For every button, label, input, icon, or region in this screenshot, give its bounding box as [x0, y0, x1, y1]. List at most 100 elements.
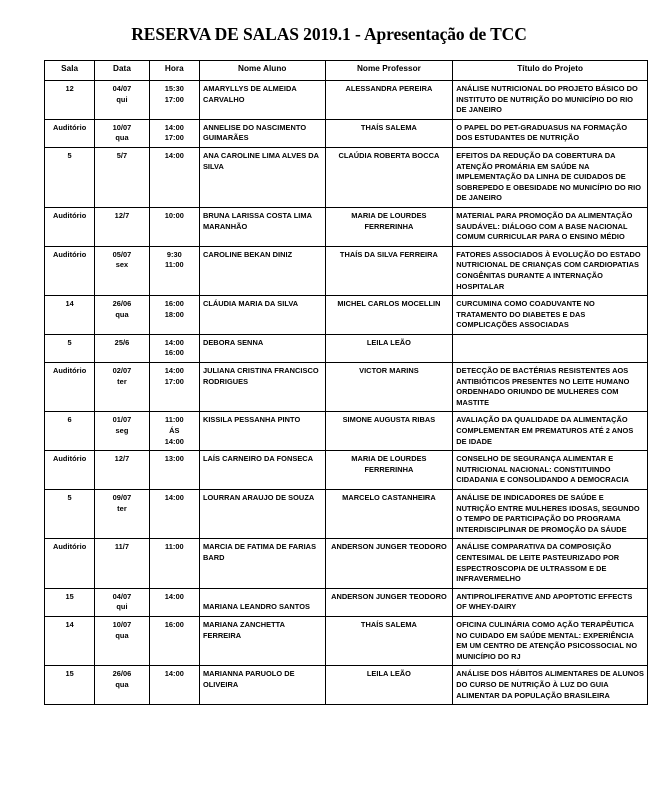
cell-line: 04/07 [112, 591, 132, 601]
cell-line: 18:00 [164, 309, 184, 319]
table-row: 15 04/07 qui 14:00 MARIANA LEANDRO SANTOS AND… [43, 587, 648, 617]
cell-data: 12/7 [94, 450, 150, 490]
cell-professor: VICTOR MARINS [324, 362, 454, 413]
cell-aluno: LAÍS CARNEIRO DA FONSECA [198, 450, 326, 490]
cell-aluno: ANNELISE DO NASCIMENTO GUIMARÃES [198, 118, 326, 148]
column-header-hora: Hora [148, 60, 200, 81]
cell-aluno: MARCIA DE FATIMA DE FARIAS BARD [198, 538, 326, 589]
cell-line: 17:00 [164, 376, 184, 386]
table-row: Auditório 12/7 10:00 BRUNA LARISSA COSTA LI… [43, 206, 648, 247]
cell-data: 10/07 qua [94, 615, 150, 667]
table-row: Auditório 05/07 sex 9:30 11:00 CAROLINE BEKAN… [43, 245, 648, 297]
table-header: Sala Data Hora Nome Aluno Nome Professor… [43, 60, 648, 81]
cell-line: 14:00 [164, 366, 184, 376]
column-header-professor: Nome Professor [324, 60, 454, 81]
cell-line: qua [115, 630, 129, 640]
cell-hora: 14:00 [148, 587, 200, 617]
cell-line: seg [115, 426, 129, 436]
cell-professor: CLAÚDIA ROBERTA BOCCA [324, 146, 454, 208]
cell-sala: 15 [43, 665, 96, 706]
cell-professor: LEILA LEÃO [324, 665, 454, 706]
cell-data: 11/7 [94, 538, 150, 589]
cell-hora: 13:00 [148, 450, 200, 490]
table-row: 5 09/07 ter 14:00 LOURRAN ARAUJO DE SOUZA MAR… [43, 488, 648, 540]
cell-professor: ALESSANDRA PEREIRA [324, 80, 454, 120]
cell-sala: 12 [43, 80, 96, 120]
cell-line: 15:30 [164, 84, 184, 93]
cell-hora: 14:00 [148, 146, 200, 208]
table-row: 14 26/06 qua 16:00 18:00 CLÁUDIA MARIA DA SIL… [43, 295, 648, 335]
cell-line: qua [115, 679, 129, 689]
cell-hora: 15:30 17:00 [148, 80, 200, 120]
cell-sala: 14 [43, 615, 96, 667]
cell-titulo: OFICINA CULINÁRIA COMO AÇÃO TERAPÊUTICA … [452, 615, 648, 667]
cell-professor: ANDERSON JUNGER TEODORO [324, 538, 454, 589]
cell-line: 02/07 [112, 366, 132, 376]
cell-hora: 11:00 ÁS 14:00 [148, 411, 200, 452]
column-header-data: Data [94, 60, 150, 81]
cell-line: qui [116, 94, 128, 104]
cell-titulo: ANÁLISE DE INDICADORES DE SAÚDE E NUTRIÇ… [452, 488, 648, 540]
cell-sala: 6 [43, 411, 96, 452]
cell-sala: Auditório [43, 538, 96, 589]
cell-titulo: ANÁLISE NUTRICIONAL DO PROJETO BÁSICO DO… [452, 80, 648, 120]
cell-line: 11:00 [164, 260, 184, 270]
cell-sala: 5 [43, 333, 96, 364]
cell-line: ter [117, 503, 127, 513]
cell-line: 05/07 [112, 249, 132, 259]
cell-aluno: BRUNA LARISSA COSTA LIMA MARANHÃO [198, 206, 326, 247]
table-body: 12 04/07 qui 15:30 17:00 AMARYLLYS DE ALMEIDA… [43, 80, 648, 706]
cell-titulo [452, 333, 648, 364]
cell-hora: 11:00 [148, 538, 200, 589]
cell-line: 09/07 [112, 493, 132, 502]
cell-titulo: EFEITOS DA REDUÇÃO DA COBERTURA DA ATENÇ… [452, 146, 648, 208]
cell-aluno: CLÁUDIA MARIA DA SILVA [198, 295, 326, 335]
cell-data: 5/7 [94, 146, 150, 208]
cell-titulo: FATORES ASSOCIADOS À EVOLUÇÃO DO ESTADO … [452, 245, 648, 297]
cell-line: 16:00 [164, 348, 184, 358]
cell-line: 17:00 [164, 94, 184, 104]
table-row: Auditório 11/7 11:00 MARCIA DE FATIMA DE FA… [43, 538, 648, 589]
cell-professor: MARIA DE LOURDES FERRERINHA [324, 450, 454, 490]
cell-line: qua [115, 133, 129, 143]
cell-hora: 14:00 16:00 [148, 333, 200, 364]
cell-sala: 5 [43, 488, 96, 540]
table-row: 6 01/07 seg 11:00 ÁS 14:00 KISSILA PESSANHA PI… [43, 411, 648, 452]
cell-sala: Auditório [43, 450, 96, 490]
cell-aluno: MARIANNA PARUOLO DE OLIVEIRA [198, 665, 326, 706]
cell-aluno: LOURRAN ARAUJO DE SOUZA [198, 488, 326, 540]
cell-hora: 14:00 17:00 [148, 362, 200, 413]
cell-aluno: ANA CAROLINE LIMA ALVES DA SILVA [198, 146, 326, 208]
cell-hora: 14:00 [148, 665, 200, 706]
cell-line: ter [117, 376, 127, 386]
cell-line: 04/07 [112, 84, 132, 93]
cell-data: 02/07 ter [94, 362, 150, 413]
cell-hora: 16:00 [148, 615, 200, 667]
cell-hora: 14:00 17:00 [148, 118, 200, 148]
cell-data: 09/07 ter [94, 488, 150, 540]
cell-titulo: ANÁLISE DOS HÁBITOS ALIMENTARES DE ALUNO… [452, 665, 648, 706]
cell-professor: MICHEL CARLOS MOCELLIN [324, 295, 454, 335]
cell-data: 25/6 [94, 333, 150, 364]
cell-line: 01/07 [112, 415, 132, 425]
cell-professor: MARIA DE LOURDES FERRERINHA [324, 206, 454, 247]
column-header-sala: Sala [43, 60, 96, 81]
cell-titulo: CONSELHO DE SEGURANÇA ALIMENTAR E NUTRIC… [452, 450, 648, 490]
cell-sala: 14 [43, 295, 96, 335]
cell-line: sex [115, 260, 129, 270]
page-title: RESERVA DE SALAS 2019.1 - Apresentação d… [131, 24, 527, 44]
cell-titulo: CURCUMINA COMO COADUVANTE NO TRATAMENTO … [452, 295, 648, 335]
cell-hora: 9:30 11:00 [148, 245, 200, 297]
cell-data: 10/07 qua [94, 118, 150, 148]
column-header-titulo: Título do Projeto [452, 60, 648, 81]
cell-sala: Auditório [43, 362, 96, 413]
cell-line: 14:00 [164, 436, 184, 446]
cell-professor: THAÍS SALEMA [324, 118, 454, 148]
cell-data: 26/06 qua [94, 295, 150, 335]
cell-titulo: O PAPEL DO PET-GRADUASUS NA FORMAÇÃO DOS… [452, 118, 648, 148]
cell-aluno: KISSILA PESSANHA PINTO [198, 411, 326, 452]
cell-titulo: MATERIAL PARA PROMOÇÃO DA ALIMENTAÇÃO SA… [452, 206, 648, 247]
cell-hora: 10:00 [148, 206, 200, 247]
cell-line: 9:30 [166, 249, 182, 259]
